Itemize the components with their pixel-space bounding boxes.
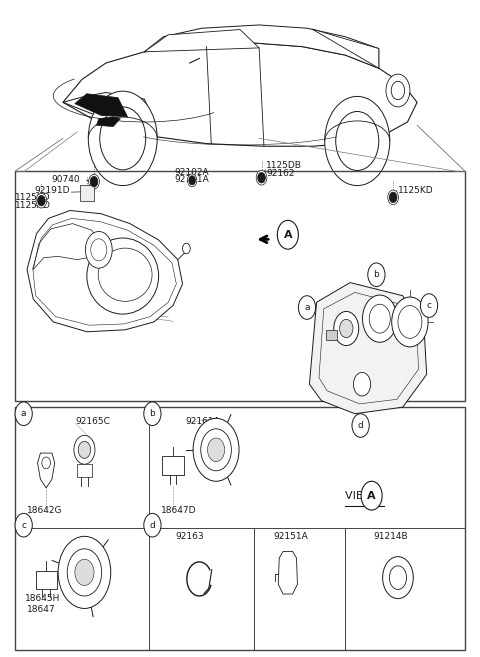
Polygon shape [312,29,379,68]
Text: 92162: 92162 [266,169,295,177]
Circle shape [256,170,267,185]
Circle shape [74,436,95,464]
Text: 18647: 18647 [27,604,56,614]
Circle shape [277,220,299,249]
Circle shape [386,74,410,107]
Text: 92102A: 92102A [175,168,209,177]
Bar [162,457,183,475]
Polygon shape [63,93,154,120]
Circle shape [100,107,146,170]
Circle shape [324,97,390,185]
Polygon shape [278,551,298,594]
Circle shape [36,193,47,208]
Text: 90740: 90740 [51,175,80,183]
Text: 18645H: 18645H [24,594,60,603]
Polygon shape [96,117,120,127]
Circle shape [368,263,385,286]
Text: 1125KD: 1125KD [398,187,433,195]
Text: A: A [367,491,376,501]
Circle shape [336,112,379,171]
Circle shape [58,536,111,608]
Text: 92101A: 92101A [175,175,209,184]
Text: 1125KD: 1125KD [15,193,51,202]
Polygon shape [63,43,417,147]
Polygon shape [27,210,182,332]
Bar [80,185,94,200]
Circle shape [389,192,397,202]
Text: 92161A: 92161A [185,417,220,426]
Circle shape [37,195,45,206]
Text: b: b [373,270,379,279]
Bar [36,571,57,589]
Text: 18642G: 18642G [27,507,62,515]
Circle shape [188,174,197,187]
Circle shape [353,373,371,396]
Text: c: c [427,301,432,310]
Circle shape [362,295,397,342]
Circle shape [352,414,369,438]
Text: 92151A: 92151A [274,532,308,541]
Bar [77,464,92,478]
Text: VIEW: VIEW [345,491,378,501]
Text: a: a [304,303,310,312]
Text: d: d [358,421,363,430]
Circle shape [420,294,438,317]
Text: 1125AD: 1125AD [15,201,51,210]
Polygon shape [75,94,128,117]
Circle shape [258,173,265,183]
Text: 1125DB: 1125DB [266,162,302,170]
Circle shape [361,482,382,510]
Bar [326,330,336,340]
Polygon shape [144,30,259,52]
Bar [15,171,465,401]
Text: d: d [150,521,156,530]
Text: 18647D: 18647D [161,507,196,515]
Text: 92191D: 92191D [35,187,70,195]
Circle shape [339,319,353,338]
Text: 91214B: 91214B [373,532,408,541]
Circle shape [193,419,239,482]
Text: a: a [21,409,26,419]
Bar [15,407,465,650]
Ellipse shape [87,238,158,314]
Circle shape [182,243,190,254]
Circle shape [144,402,161,426]
Circle shape [392,297,428,347]
Circle shape [85,231,112,268]
Circle shape [334,311,359,346]
Circle shape [75,559,94,585]
Circle shape [15,402,32,426]
Text: 92163: 92163 [175,532,204,541]
Circle shape [207,438,225,462]
Text: A: A [284,230,292,240]
Circle shape [42,457,50,469]
Circle shape [144,513,161,537]
Text: 92165C: 92165C [75,417,110,426]
Polygon shape [310,283,427,414]
Circle shape [299,296,316,319]
Circle shape [90,176,98,187]
Circle shape [89,174,99,189]
Circle shape [391,81,405,100]
Circle shape [388,190,398,205]
Text: c: c [21,521,26,530]
Text: b: b [150,409,156,419]
Polygon shape [144,25,379,68]
Circle shape [189,175,195,185]
Circle shape [15,513,32,537]
Circle shape [383,556,413,599]
Circle shape [88,91,157,185]
Circle shape [78,442,91,459]
Polygon shape [37,453,55,487]
